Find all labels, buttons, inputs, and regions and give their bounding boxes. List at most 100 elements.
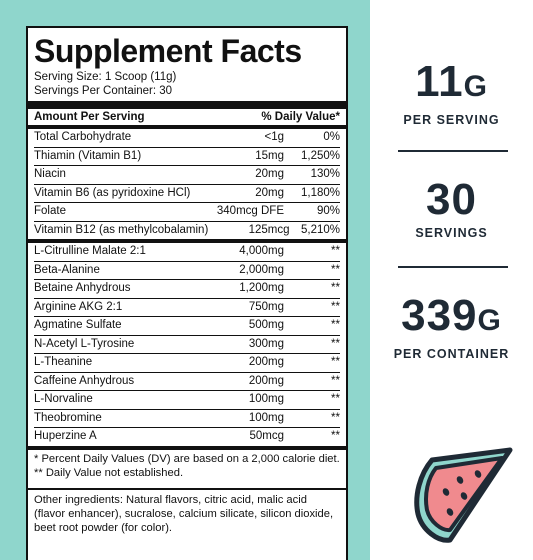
stat-servings-value: 30 [426,175,477,224]
nutrient-daily-value: 0% [323,131,340,143]
nutrient-daily-value: ** [331,337,340,350]
nutrient-daily-value: ** [331,430,340,442]
nutrient-daily-value: 1,250% [300,149,340,162]
stat-per-serving-caption: PER SERVING [403,113,500,127]
vitamin-rows: Total Carbohydrate <1g 0% Thiamin (Vitamin … [34,129,340,239]
stat-per-serving: 11G PER SERVING [370,58,533,128]
vitamin-row: Total Carbohydrate <1g 0% [34,129,340,147]
supplement-facts-label: Supplement Facts Serving Size: 1 Scoop (… [26,26,348,560]
ingredient-rows: L-Citrulline Malate 2:1 4,000mg ** Beta-Ala… [34,243,340,446]
stat-per-container-caption: PER CONTAINER [393,347,510,361]
medium-divider [28,445,346,450]
nutrient-daily-value: ** [331,411,340,424]
nutrient-name: N-Acetyl L-Tyrosine [34,337,135,350]
nutrient-name: Folate [34,205,66,217]
nutrient-name: Vitamin B6 (as pyridoxine HCl) [34,186,191,199]
vitamin-row: Vitamin B6 (as pyridoxine HCl) 20mg 1,180% [34,183,340,203]
nutrient-daily-value: ** [331,282,340,294]
stat-per-container-number: 339 [401,291,478,340]
ingredient-row: Beta-Alanine 2,000mg ** [34,260,340,280]
nutrient-amount: 125mcg [248,223,290,236]
stat-divider [398,266,508,268]
stat-servings: 30 SERVINGS [370,175,533,241]
nutrient-name: L-Citrulline Malate 2:1 [34,245,146,257]
nutrient-daily-value: ** [331,263,340,276]
nutrient-amount: 300mg [248,337,284,350]
vitamin-row: Vitamin B12 (as methylcobalamin) 125mcg 5,… [34,220,340,240]
nutrient-daily-value: ** [331,356,340,368]
nutrient-amount: 2,000mg [239,263,284,276]
nutrient-name: Vitamin B12 (as methylcobalamin) [34,223,209,236]
thick-divider [28,101,346,109]
medium-divider [28,239,346,243]
medium-divider [28,125,346,129]
other-ingredients: Other ingredients: Natural flavors, citr… [28,487,346,535]
ingredient-row: L-Citrulline Malate 2:1 4,000mg ** [34,243,340,261]
nutrient-amount: 200mg [248,374,284,387]
ingredient-row: N-Acetyl L-Tyrosine 300mg ** [34,334,340,354]
nutrient-daily-value: ** [331,245,340,257]
watermelon-slice-icon [414,447,513,543]
nutrient-daily-value: 1,180% [300,186,340,199]
nutrient-daily-value: ** [331,393,340,405]
nutrient-amount: 50mcg [249,430,284,442]
ingredient-row: Agmatine Sulfate 500mg ** [34,316,340,335]
footnote-daily-values: * Percent Daily Values (DV) are based on… [34,452,340,465]
ingredient-row: L-Norvaline 100mg ** [34,390,340,409]
nutrient-amount: 500mg [248,319,284,331]
serving-size: Serving Size: 1 Scoop (11g) [34,71,177,83]
ingredient-row: Betaine Anhydrous 1,200mg ** [34,279,340,298]
stat-per-container-value: 339G [370,292,533,345]
nutrient-name: L-Theanine [34,356,93,368]
header-amount: Amount Per Serving [34,111,145,123]
nutrient-amount: 100mg [248,393,284,405]
ingredient-row: L-Theanine 200mg ** [34,353,340,372]
stat-servings-caption: SERVINGS [415,226,488,240]
nutrient-name: Theobromine [34,411,102,424]
vitamin-row: Folate 340mcg DFE 90% [34,202,340,221]
stat-per-serving-number: 11 [415,57,464,106]
header-daily-value: % Daily Value* [261,111,340,123]
nutrient-daily-value: 130% [310,168,340,180]
nutrient-name: L-Norvaline [34,393,93,405]
ingredient-row: Caffeine Anhydrous 200mg ** [34,371,340,391]
ingredient-row: Huperzine A 50mcg ** [34,427,340,446]
nutrient-amount: 15mg [255,149,284,162]
nutrient-name: Betaine Anhydrous [34,282,131,294]
nutrient-daily-value: ** [331,319,340,331]
nutrient-amount: 20mg [255,168,284,180]
stat-divider [398,150,508,152]
nutrient-amount: 200mg [248,356,284,368]
nutrient-name: Caffeine Anhydrous [34,374,135,387]
nutrient-name: Niacin [34,168,66,180]
nutrient-name: Arginine AKG 2:1 [34,300,123,313]
nutrient-daily-value: 90% [316,205,340,217]
nutrient-daily-value: ** [331,374,340,387]
ingredient-row: Theobromine 100mg ** [34,408,340,428]
stat-per-serving-value: 11G [370,58,533,111]
nutrient-daily-value: 5,210% [300,223,340,236]
nutrient-amount: 20mg [255,186,284,199]
vitamin-row: Niacin 20mg 130% [34,165,340,184]
vitamin-row: Thiamin (Vitamin B1) 15mg 1,250% [34,146,340,166]
ingredient-row: Arginine AKG 2:1 750mg ** [34,297,340,317]
stat-per-container: 339G PER CONTAINER [370,292,533,362]
nutrient-amount: 4,000mg [239,245,284,257]
label-header-row: Amount Per Serving % Daily Value* [34,109,340,125]
nutrient-name: Huperzine A [34,430,97,442]
servings-per-container: Servings Per Container: 30 [34,85,173,97]
nutrient-amount: 750mg [248,300,284,313]
nutrient-daily-value: ** [331,300,340,313]
stat-per-container-unit: G [477,304,502,337]
nutrient-amount: 1,200mg [239,282,284,294]
footnote-not-established: ** Daily Value not established. [34,466,184,479]
nutrient-amount: 340mcg DFE [216,205,284,217]
label-title: Supplement Facts [34,33,302,69]
nutrient-name: Agmatine Sulfate [34,319,122,331]
nutrient-amount: 100mg [248,411,284,424]
nutrient-name: Total Carbohydrate [34,131,132,143]
nutrient-amount: <1g [264,131,284,143]
stat-per-serving-unit: G [463,70,488,103]
nutrient-name: Beta-Alanine [34,263,100,276]
nutrient-name: Thiamin (Vitamin B1) [34,149,142,162]
